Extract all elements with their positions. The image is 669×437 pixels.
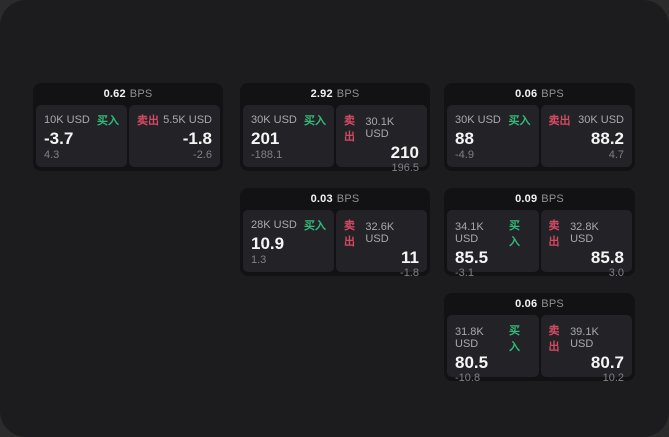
bps-header: 0.03 BPS	[240, 188, 430, 210]
sell-notional: 5.5K USD	[163, 114, 212, 126]
bps-unit-label: BPS	[336, 193, 360, 205]
buy-tile[interactable]: 30K USD 买入 88 -4.9	[447, 105, 539, 167]
buy-price: 80.5	[455, 353, 489, 372]
bps-header: 0.62 BPS	[33, 83, 223, 105]
quote-body: 34.1K USD 买入 85.5 -3.1 卖出 32.8K USD 85.8…	[444, 210, 635, 279]
sell-price: 210	[390, 143, 419, 162]
buy-notional: 31.8K USD	[455, 326, 484, 350]
sell-delta: -1.8	[400, 266, 419, 279]
sell-price: 80.7	[590, 353, 624, 372]
bps-value: 0.06	[515, 88, 538, 100]
quote-body: 31.8K USD 买入 80.5 -10.8 卖出 39.1K USD 80.…	[444, 315, 635, 384]
bps-header: 2.92 BPS	[240, 83, 430, 105]
bps-unit-label: BPS	[129, 88, 153, 100]
sell-tile[interactable]: 卖出 32.6K USD 11 -1.8	[336, 210, 427, 279]
buy-side-label: 买入	[97, 115, 119, 127]
sell-tile[interactable]: 卖出 32.8K USD 85.8 3.0	[540, 210, 632, 279]
sell-price: -1.8	[182, 128, 212, 148]
buy-price: -3.7	[44, 128, 74, 148]
bps-value: 0.03	[310, 193, 333, 205]
buy-price: 10.9	[251, 233, 285, 253]
buy-side-label: 买入	[304, 220, 326, 232]
bps-header: 0.06 BPS	[444, 293, 635, 315]
buy-delta: 4.3	[44, 149, 60, 161]
sell-side-label: 卖出	[344, 220, 355, 248]
bps-value: 0.06	[515, 298, 538, 310]
quote-card: 0.06 BPS 31.8K USD 买入 80.5 -10.8 卖出 39.1…	[444, 293, 635, 384]
sell-tile[interactable]: 卖出 30.1K USD 210 196.5	[336, 105, 427, 174]
buy-side-label: 买入	[508, 325, 520, 353]
buy-tile[interactable]: 34.1K USD 买入 85.5 -3.1	[447, 210, 539, 279]
buy-delta: -10.8	[455, 371, 481, 384]
buy-price: 85.5	[455, 248, 489, 267]
buy-price: 88	[455, 128, 474, 148]
bps-unit-label: BPS	[541, 193, 564, 205]
bps-unit-label: BPS	[336, 88, 360, 100]
sell-notional: 39.1K USD	[570, 326, 599, 350]
buy-side-label: 买入	[508, 115, 531, 127]
buy-notional: 30K USD	[251, 114, 297, 126]
buy-delta: -188.1	[251, 149, 283, 161]
buy-side-label: 买入	[304, 115, 326, 127]
bps-unit-label: BPS	[541, 298, 564, 310]
sell-tile[interactable]: 卖出 5.5K USD -1.8 -2.6	[129, 105, 220, 167]
buy-delta: -3.1	[455, 266, 474, 279]
quote-card: 0.62 BPS 10K USD 买入 -3.7 4.3 卖出 5.5K USD…	[33, 83, 223, 171]
sell-delta: 10.2	[602, 371, 624, 384]
sell-delta: 4.7	[608, 149, 624, 161]
sell-price: 85.8	[590, 248, 624, 267]
buy-notional: 30K USD	[455, 114, 501, 126]
sell-delta: 3.0	[608, 266, 624, 279]
buy-notional: 10K USD	[44, 114, 90, 126]
quote-card: 0.03 BPS 28K USD 买入 10.9 1.3 卖出 32.6K US…	[240, 188, 430, 279]
sell-side-label: 卖出	[137, 115, 159, 127]
bps-unit-label: BPS	[541, 88, 564, 100]
buy-delta: 1.3	[251, 254, 267, 266]
buy-notional: 34.1K USD	[455, 221, 484, 245]
quote-body: 30K USD 买入 88 -4.9 卖出 30K USD 88.2 4.7	[444, 105, 635, 167]
sell-delta: 196.5	[391, 161, 419, 174]
quote-body: 28K USD 买入 10.9 1.3 卖出 32.6K USD 11 -1.8	[240, 210, 430, 279]
quote-card: 0.09 BPS 34.1K USD 买入 85.5 -3.1 卖出 32.8K…	[444, 188, 635, 279]
buy-tile[interactable]: 10K USD 买入 -3.7 4.3	[36, 105, 127, 167]
sell-tile[interactable]: 卖出 30K USD 88.2 4.7	[540, 105, 632, 167]
quote-card: 0.06 BPS 30K USD 买入 88 -4.9 卖出 30K USD 8…	[444, 83, 635, 171]
sell-price: 11	[401, 248, 419, 267]
sell-side-label: 卖出	[344, 115, 355, 143]
buy-tile[interactable]: 31.8K USD 买入 80.5 -10.8	[447, 315, 539, 384]
sell-notional: 32.8K USD	[570, 221, 599, 245]
quote-body: 10K USD 买入 -3.7 4.3 卖出 5.5K USD -1.8 -2.…	[33, 105, 223, 167]
sell-tile[interactable]: 卖出 39.1K USD 80.7 10.2	[540, 315, 632, 384]
bps-value: 0.62	[103, 88, 126, 100]
sell-notional: 32.6K USD	[365, 221, 395, 245]
sell-price: 88.2	[590, 128, 624, 148]
bps-value: 2.92	[310, 88, 333, 100]
bps-header: 0.09 BPS	[444, 188, 635, 210]
quote-card: 2.92 BPS 30K USD 买入 201 -188.1 卖出 30.1K …	[240, 83, 430, 174]
buy-delta: -4.9	[455, 149, 474, 161]
sell-notional: 30K USD	[578, 114, 624, 126]
buy-tile[interactable]: 30K USD 买入 201 -188.1	[243, 105, 334, 167]
bps-value: 0.09	[515, 193, 538, 205]
bps-header: 0.06 BPS	[444, 83, 635, 105]
sell-side-label: 卖出	[548, 220, 560, 248]
buy-price: 201	[251, 128, 280, 148]
buy-side-label: 买入	[508, 220, 520, 248]
sell-side-label: 卖出	[548, 325, 560, 353]
sell-side-label: 卖出	[548, 115, 571, 127]
buy-notional: 28K USD	[251, 219, 297, 231]
sell-delta: -2.6	[193, 149, 212, 161]
quote-body: 30K USD 买入 201 -188.1 卖出 30.1K USD 210 1…	[240, 105, 430, 174]
buy-tile[interactable]: 28K USD 买入 10.9 1.3	[243, 210, 334, 272]
sell-notional: 30.1K USD	[365, 116, 395, 140]
